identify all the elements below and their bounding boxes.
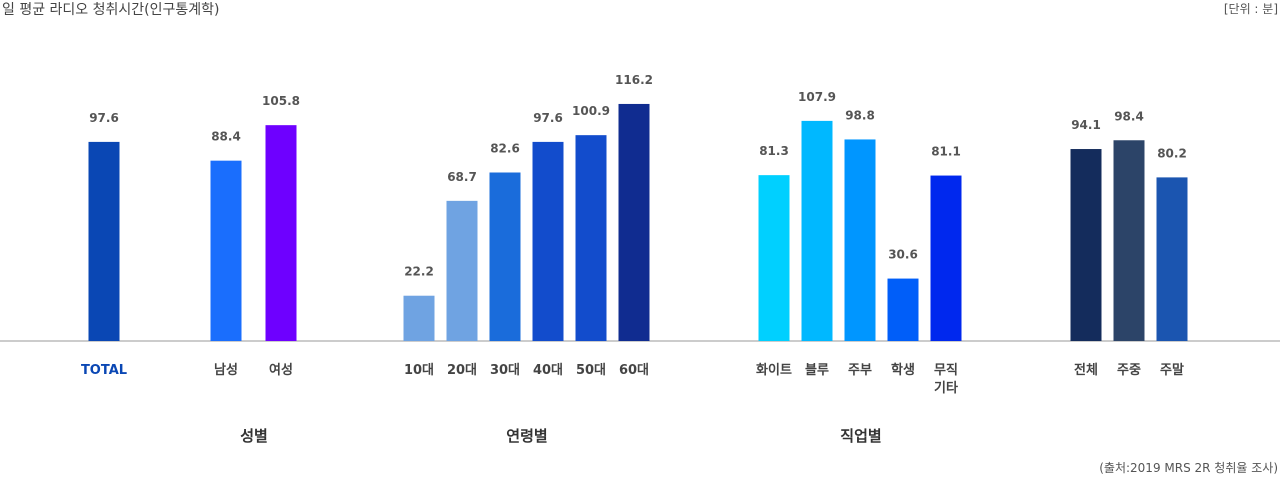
category-label: 주중 bbox=[1117, 363, 1141, 378]
category-label: 화이트 bbox=[756, 362, 792, 378]
bar-0-0 bbox=[88, 141, 120, 341]
category-label: 40대 bbox=[533, 363, 563, 378]
category-label: 주부 bbox=[848, 363, 872, 378]
bar-1-1 bbox=[265, 125, 297, 341]
category-label: 20대 bbox=[447, 363, 477, 378]
value-label: 22.2 bbox=[404, 265, 434, 279]
value-label: 105.8 bbox=[262, 94, 300, 108]
value-label: 68.7 bbox=[447, 170, 477, 184]
bar-3-4 bbox=[930, 175, 962, 341]
category-label: 전체 bbox=[1074, 362, 1098, 378]
bar-2-2 bbox=[489, 172, 521, 341]
source-note: (출처:2019 MRS 2R 청취율 조사) bbox=[1099, 461, 1278, 475]
category-label: 학생 bbox=[891, 362, 915, 378]
bar-2-5 bbox=[618, 103, 650, 342]
value-label: 100.9 bbox=[572, 104, 610, 118]
value-label: 97.6 bbox=[89, 111, 119, 125]
category-label: TOTAL bbox=[81, 363, 127, 378]
category-label: 여성 bbox=[269, 362, 293, 378]
group-label: 성별 bbox=[240, 427, 268, 445]
bar-2-4 bbox=[575, 135, 607, 341]
value-label: 88.4 bbox=[211, 130, 241, 144]
bar-2-0 bbox=[403, 295, 435, 341]
category-label: 남성 bbox=[214, 362, 238, 378]
category-label: 10대 bbox=[404, 363, 434, 378]
bar-4-1 bbox=[1113, 140, 1145, 341]
group-label: 연령별 bbox=[506, 427, 547, 445]
category-label: 블루 bbox=[805, 363, 829, 378]
bar-2-1 bbox=[446, 200, 478, 341]
bar-3-2 bbox=[844, 139, 876, 341]
bar-2-3 bbox=[532, 141, 564, 341]
value-label: 116.2 bbox=[615, 73, 653, 87]
value-label: 81.3 bbox=[759, 144, 789, 158]
value-label: 81.1 bbox=[931, 145, 961, 159]
bar-3-0 bbox=[758, 175, 790, 341]
value-label: 98.4 bbox=[1114, 109, 1144, 123]
value-label: 30.6 bbox=[888, 248, 918, 262]
category-label: 주말 bbox=[1160, 363, 1184, 378]
group-label: 직업별 bbox=[840, 427, 881, 445]
value-label: 94.1 bbox=[1071, 118, 1101, 132]
value-label: 107.9 bbox=[798, 90, 836, 104]
value-label: 98.8 bbox=[845, 108, 875, 122]
unit-label: [단위 : 분] bbox=[1224, 2, 1278, 16]
chart-title: 일 평균 라디오 청취시간(인구통계학) bbox=[2, 2, 219, 18]
category-label: 무직 bbox=[934, 362, 958, 378]
category-label: 50대 bbox=[576, 363, 606, 378]
bar-3-1 bbox=[801, 120, 833, 341]
category-label: 30대 bbox=[490, 363, 520, 378]
category-label: 기타 bbox=[934, 380, 958, 396]
value-label: 97.6 bbox=[533, 111, 563, 125]
value-label: 82.6 bbox=[490, 141, 520, 155]
category-label: 60대 bbox=[619, 363, 649, 378]
bar-1-0 bbox=[210, 160, 242, 341]
bar-3-3 bbox=[887, 278, 919, 341]
bar-4-2 bbox=[1156, 177, 1188, 341]
value-label: 80.2 bbox=[1157, 146, 1187, 160]
bar-4-0 bbox=[1070, 149, 1102, 341]
